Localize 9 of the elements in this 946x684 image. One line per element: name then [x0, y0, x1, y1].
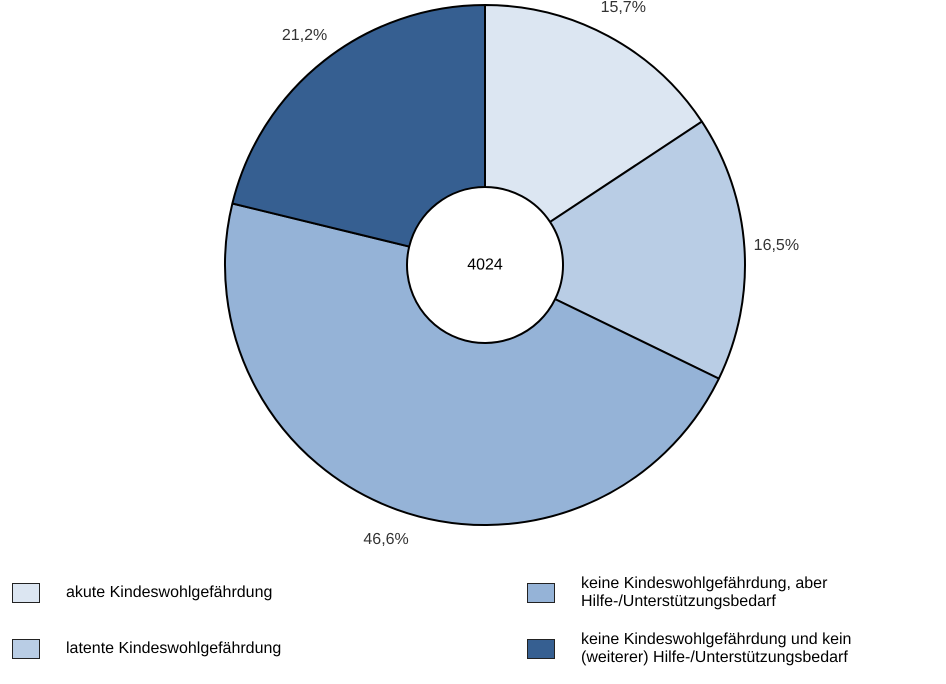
data-label: 15,7% [600, 0, 646, 16]
text: 4024 [467, 256, 503, 274]
legend-label: latente Kindeswohlgefährdung [66, 640, 282, 658]
data-label: 21,2% [282, 26, 328, 44]
legend-label: akute Kindeswohlgefährdung [66, 584, 272, 602]
legend-label: keine Kindeswohlgefährdung und kein (weiterer) Hilfe-/Unterstützungsbedarf [581, 631, 852, 667]
data-label: 46,6% [363, 531, 409, 548]
data-label: 16,5% [754, 237, 800, 254]
legend-label: keine Kindeswohlgefährdung, aber Hilfe-/Unterstützungsbedarf [581, 575, 828, 611]
